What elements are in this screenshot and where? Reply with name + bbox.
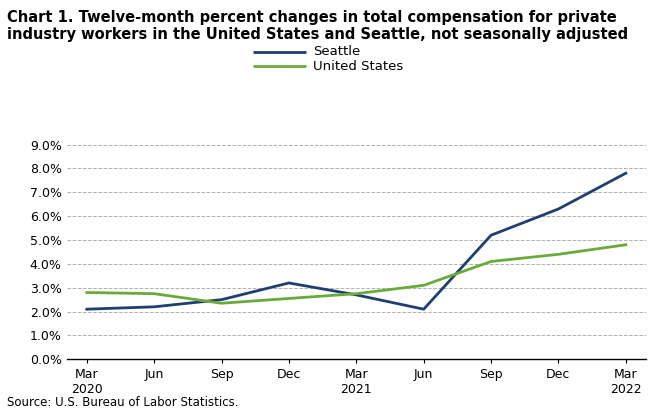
Text: United States: United States <box>313 59 404 73</box>
Text: Source: U.S. Bureau of Labor Statistics.: Source: U.S. Bureau of Labor Statistics. <box>7 396 238 409</box>
Text: Chart 1. Twelve-month percent changes in total compensation for private: Chart 1. Twelve-month percent changes in… <box>7 10 617 25</box>
Text: Seattle: Seattle <box>313 45 360 58</box>
Text: industry workers in the United States and Seattle, not seasonally adjusted: industry workers in the United States an… <box>7 27 628 42</box>
